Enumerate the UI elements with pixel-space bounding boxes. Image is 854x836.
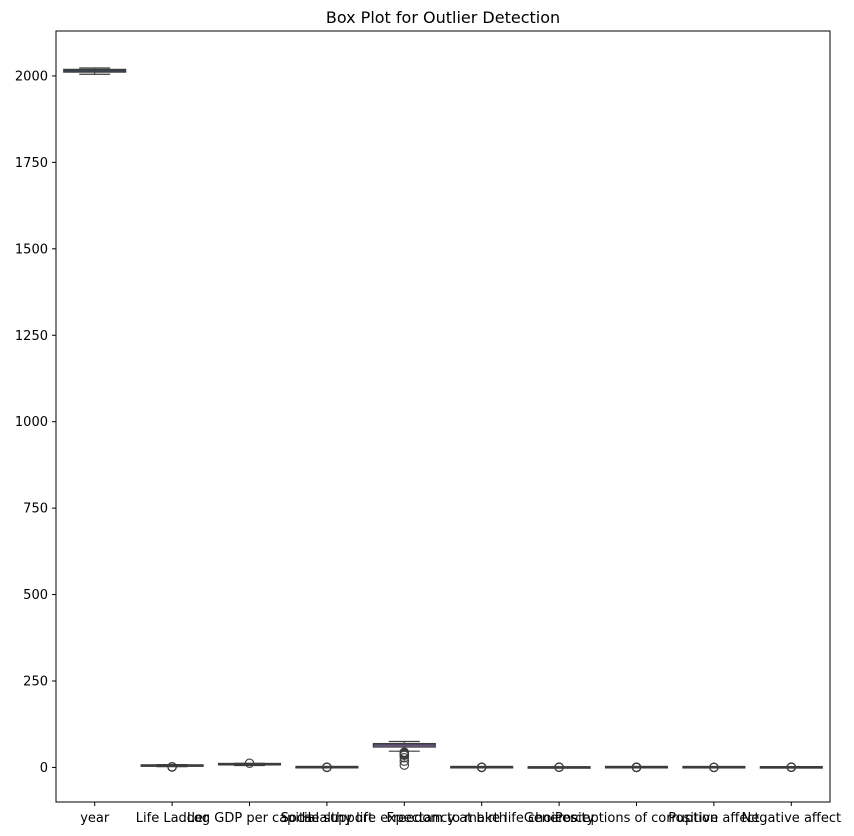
outlier-point — [244, 758, 255, 769]
box-group — [63, 67, 127, 75]
outlier-point — [322, 762, 332, 773]
x-tick-label: Generosity — [524, 811, 595, 826]
box-group — [372, 740, 436, 770]
outlier-point — [554, 762, 564, 772]
y-tick-label: 750 — [23, 502, 48, 517]
box-group — [295, 762, 359, 773]
y-tick-label: 1250 — [15, 329, 48, 344]
box-group — [450, 762, 514, 773]
x-tick-label: Healthy life expectancy at birth — [302, 811, 507, 826]
y-tick-label: 250 — [23, 674, 48, 689]
outlier-point — [399, 752, 410, 763]
box-group — [527, 762, 591, 773]
box-group — [759, 762, 823, 772]
plot-area: 0 250 500 750 1000 1250 1500 1750 2000 year Life L… — [15, 30, 841, 826]
y-tick-label: 1750 — [15, 156, 48, 171]
x-tick-label: Life Ladder — [136, 811, 209, 826]
outlier-point — [476, 762, 487, 773]
y-tick-label: 0 — [40, 761, 48, 776]
box-group — [604, 762, 669, 773]
outlier-point — [399, 747, 410, 757]
x-tick-label: Social support — [281, 811, 374, 826]
x-tick-label: year — [80, 811, 110, 826]
y-tick-label: 1000 — [15, 415, 48, 430]
outlier-point — [167, 761, 177, 772]
x-tick-label: Log GDP per capita — [187, 811, 312, 826]
axes-frame — [55, 30, 831, 803]
outlier-point — [631, 762, 642, 773]
chart-title: Box Plot for Outlier Detection — [326, 8, 560, 27]
x-tick-label: Freedom to make life choices — [386, 811, 577, 826]
box-group — [217, 758, 282, 769]
x-tick-label: Perceptions of corruption — [555, 811, 718, 826]
box-group — [140, 761, 204, 772]
x-tick-label: Positive affect — [668, 811, 759, 826]
outlier-point — [786, 762, 797, 772]
y-tick-label: 500 — [23, 588, 48, 603]
x-tick-label: Negative affect — [741, 811, 841, 826]
outlier-point — [399, 760, 410, 770]
box-group — [682, 762, 746, 773]
y-tick-label: 2000 — [15, 69, 48, 84]
outlier-point — [709, 762, 719, 773]
y-tick-label: 1500 — [15, 242, 48, 257]
